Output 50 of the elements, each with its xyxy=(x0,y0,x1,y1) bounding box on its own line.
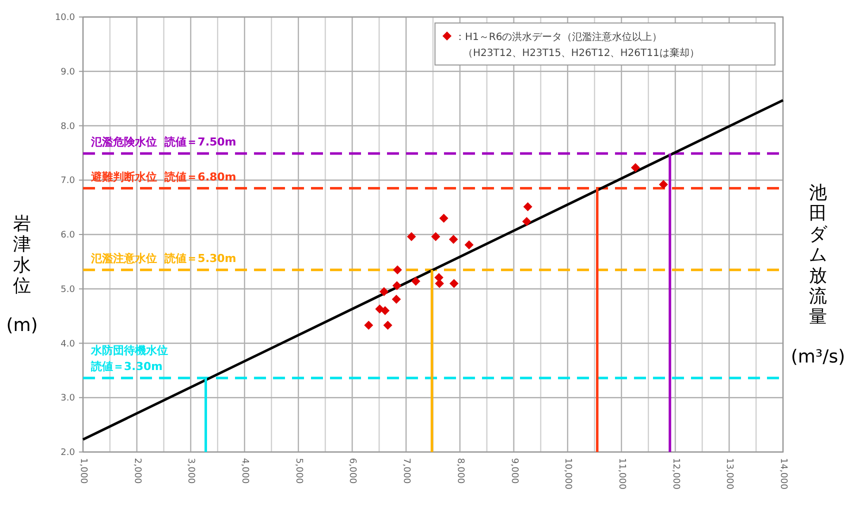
legend-label: ：H1～R6の洪水データ（氾濫注意水位以上） xyxy=(455,31,662,43)
y-tick-label: 2.0 xyxy=(60,448,76,458)
y-tick-label: 8.0 xyxy=(60,122,76,132)
ref-line-label: 避難判断水位 読値＝6.80m xyxy=(90,170,236,184)
x-tick-label: 1,000 xyxy=(78,458,88,484)
annotation: （H23T12、H23T15、H26T12、H26T11は棄却） xyxy=(463,47,700,59)
ref-line-label: 氾濫注意水位 読値＝5.30m xyxy=(90,252,236,265)
y-axis-title: 岩津水位 (m) xyxy=(6,214,38,336)
x-tick-label: 2,000 xyxy=(132,458,142,484)
point xyxy=(392,294,401,304)
x-tick-label: 11,000 xyxy=(616,458,626,490)
y-tick-label: 9.0 xyxy=(60,67,76,78)
y-tick-label: 3.0 xyxy=(60,394,76,404)
y-tick-label: 4.0 xyxy=(60,339,76,350)
x-tick-label: 13,000 xyxy=(724,458,734,490)
point xyxy=(439,214,448,223)
point xyxy=(630,163,640,172)
point xyxy=(364,320,374,330)
point xyxy=(392,265,402,274)
x-tick-label: 5,000 xyxy=(293,458,304,484)
point xyxy=(406,232,416,242)
point xyxy=(431,232,440,242)
point xyxy=(658,180,668,189)
x-tick-label: 7,000 xyxy=(401,458,412,484)
x-tick-label: 6,000 xyxy=(347,458,358,484)
x-tick-label: 14,000 xyxy=(778,458,788,490)
y-tick-label: 6.0 xyxy=(60,230,76,240)
point xyxy=(392,281,402,290)
ref-line-label: 氾濫危険水位 読値＝7.50m xyxy=(90,135,236,148)
x-tick-label: 10,000 xyxy=(562,458,573,490)
annotation: 読値＝3.30m xyxy=(90,360,163,374)
point xyxy=(380,287,388,296)
x-tick-label: 12,000 xyxy=(670,458,680,490)
point xyxy=(450,278,458,288)
y-tick-label: 5.0 xyxy=(60,284,76,295)
x-tick-label: 4,000 xyxy=(240,458,250,484)
y-tick-label: 7.0 xyxy=(60,176,76,186)
point xyxy=(448,234,458,244)
x-axis-title: 池田ダム放流量 (m³/s) xyxy=(790,182,846,368)
point xyxy=(383,320,392,330)
x-tick-label: 3,000 xyxy=(186,458,196,484)
point xyxy=(523,202,532,212)
point xyxy=(464,240,474,250)
x-tick-label: 9,000 xyxy=(508,458,519,484)
point xyxy=(411,276,420,286)
ref-line-label: 水防団待機水位 xyxy=(90,344,168,358)
point xyxy=(380,306,390,316)
x-tick-label: 8,000 xyxy=(454,458,465,484)
y-tick-label: 10.0 xyxy=(54,13,76,23)
point xyxy=(522,216,532,226)
